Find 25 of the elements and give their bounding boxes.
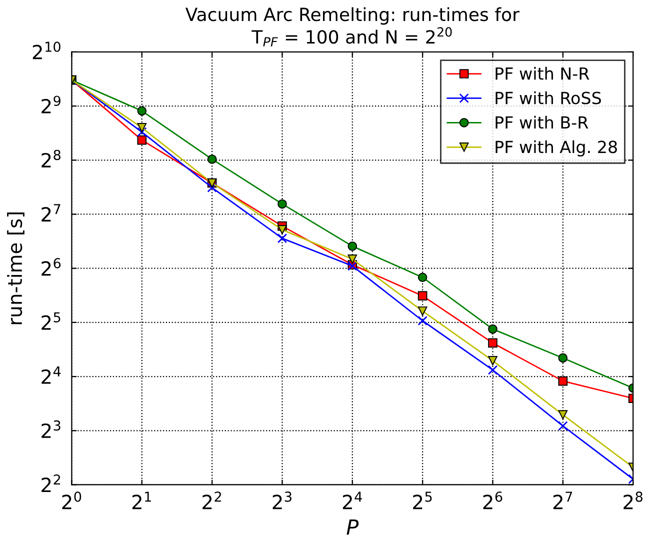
x-axis-title: P bbox=[346, 519, 359, 535]
y-tick-label: 2$^{7}$ bbox=[42, 204, 60, 222]
legend-label: PF with N-R bbox=[496, 66, 590, 80]
x-tick-label: 2$^{8}$ bbox=[624, 492, 642, 510]
y-tick-label: 2$^{6}$ bbox=[42, 258, 61, 276]
y-tick-label: 2$^{9}$ bbox=[42, 96, 60, 114]
y-tick-label: 2$^{3}$ bbox=[42, 420, 60, 438]
y-axis-title: run-time [s] bbox=[7, 212, 24, 324]
x-tick-label: 2$^{5}$ bbox=[413, 492, 432, 510]
x-tick-label: 2$^{0}$ bbox=[62, 492, 82, 510]
x-tick-label: 2$^{3}$ bbox=[272, 492, 292, 510]
x-tick-label: 2$^{1}$ bbox=[132, 492, 151, 510]
y-tick-label: 2$^{4}$ bbox=[42, 366, 61, 384]
x-tick-label: 2$^{6}$ bbox=[483, 492, 502, 510]
y-tick-label: 2$^{8}$ bbox=[42, 150, 60, 168]
y-tick-label: 2$^{5}$ bbox=[42, 312, 60, 330]
chart-title: Vacuum Arc Remelting: run-times for T$_{PF}$ = 100 and N = 2$^{20}$ bbox=[185, 7, 520, 46]
x-tick-label: 2$^{7}$ bbox=[553, 492, 572, 510]
x-tick-label: 2$^{2}$ bbox=[202, 492, 222, 510]
legend-label: PF with B-R bbox=[496, 116, 588, 129]
x-tick-label: 2$^{4}$ bbox=[342, 492, 362, 510]
y-tick-label: 2$^{10}$ bbox=[32, 42, 60, 60]
legend-label: PF with Alg. 28 bbox=[496, 140, 617, 156]
legend-label: PF with RoSS bbox=[496, 91, 601, 104]
y-tick-label: 2$^{2}$ bbox=[42, 474, 60, 492]
